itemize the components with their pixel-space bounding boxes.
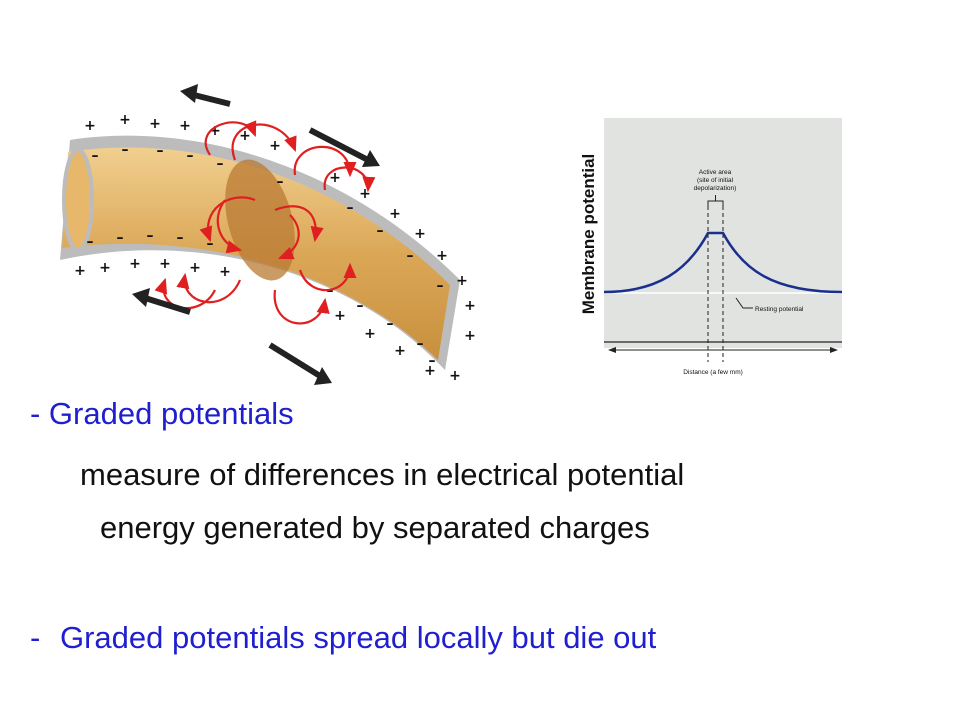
plus-charge: + [99, 260, 111, 276]
plus-charge: + [74, 263, 86, 279]
active-area-label-line-2: (site of initial [697, 177, 734, 184]
plus-charge: + [269, 138, 281, 154]
potential-curve [603, 231, 843, 294]
definition-line-1: measure of differences in electrical pot… [80, 457, 685, 492]
y-axis-label: Membrane potential [579, 154, 598, 315]
plus-charge: + [414, 226, 426, 242]
plus-charge: + [334, 308, 346, 324]
plus-charge: + [189, 260, 201, 276]
current-arrow [199, 196, 256, 243]
distance-arrow [608, 347, 838, 353]
minus-charge: – [327, 283, 334, 299]
plus-charge: + [364, 326, 376, 342]
direction-arrow-lower-right [268, 342, 332, 385]
minus-charge: – [429, 353, 436, 369]
plus-charge: + [84, 118, 96, 134]
plus-charge: + [456, 273, 468, 289]
minus-charge: – [407, 248, 414, 264]
plus-charge: + [394, 343, 406, 359]
minus-charge: – [377, 223, 384, 239]
membrane-potential-graph: Membrane potential Active area (site of … [579, 118, 843, 376]
axon-cut-end [62, 148, 94, 252]
plus-charge: + [209, 123, 221, 139]
direction-arrow-lower-left [132, 288, 191, 315]
plus-charge: + [424, 363, 436, 379]
minus-charge: – [437, 278, 444, 294]
depolarized-region [225, 159, 295, 281]
propagation-arrows [132, 84, 380, 385]
plus-charge: + [329, 170, 341, 186]
plus-charge: + [359, 186, 371, 202]
axon-diagram: + + + + + ++++++++++– – – – ––––––+ + + + + +++++ +– – – –… [60, 84, 476, 385]
active-area-bracket [707, 195, 724, 206]
minus-charge: – [187, 148, 194, 164]
plus-charge: + [149, 116, 161, 132]
current-arrow [274, 205, 324, 243]
plus-charge: + [179, 118, 191, 134]
current-arrow [176, 272, 242, 304]
bullet-dash: - [30, 620, 41, 655]
local-current-arrows [154, 120, 376, 325]
plus-charge: + [159, 256, 171, 272]
plus-charge: + [464, 298, 476, 314]
direction-arrow-upper-left [180, 84, 231, 107]
minus-charge: – [92, 148, 99, 164]
minus-charge: – [347, 200, 354, 216]
minus-charge: – [122, 142, 129, 158]
bullet-spread-text: Graded potentials spread locally but die… [60, 620, 657, 655]
minus-charge: – [357, 298, 364, 314]
current-arrow [277, 214, 300, 260]
current-arrow [293, 145, 357, 178]
minus-charge: – [217, 156, 224, 172]
plus-charge: + [219, 264, 231, 280]
plus-charge: + [129, 256, 141, 272]
plus-charge: + [119, 112, 131, 128]
minus-charge: – [207, 236, 214, 252]
minus-charge: – [277, 174, 284, 190]
resting-leader-line [735, 297, 753, 309]
minus-charge: – [157, 143, 164, 159]
bullet-graded-potentials: - Graded potentials [30, 396, 294, 431]
plus-charge: + [389, 206, 401, 222]
plus-charge: + [436, 248, 448, 264]
minus-charge: – [417, 336, 424, 352]
active-area-label-line-1: Active area [699, 169, 732, 176]
minus-charge: – [387, 316, 394, 332]
x-axis-label: Distance (a few mm) [683, 369, 743, 376]
charge-signs: + + + + + ++++++++++– – – – ––––––+ + + + + +++++ +– – – –… [74, 112, 476, 384]
current-arrow [204, 120, 257, 156]
direction-arrow-upper-right [308, 127, 380, 167]
bullet-spread-locally: - Graded potentials spread locally but di… [30, 620, 656, 656]
plus-charge: + [464, 328, 476, 344]
active-area-label-line-3: depolarization) [694, 185, 737, 192]
current-arrow [273, 289, 330, 325]
minus-charge: – [117, 230, 124, 246]
plus-charge: + [449, 368, 461, 384]
current-arrow [323, 166, 376, 193]
minus-charge: – [177, 230, 184, 246]
minus-charge: – [147, 228, 154, 244]
definition-line-2: energy generated by separated charges [100, 510, 650, 545]
resting-potential-label: Resting potential [755, 306, 804, 313]
minus-charge: – [87, 234, 94, 250]
current-arrow [298, 262, 357, 292]
current-arrow [216, 199, 243, 254]
